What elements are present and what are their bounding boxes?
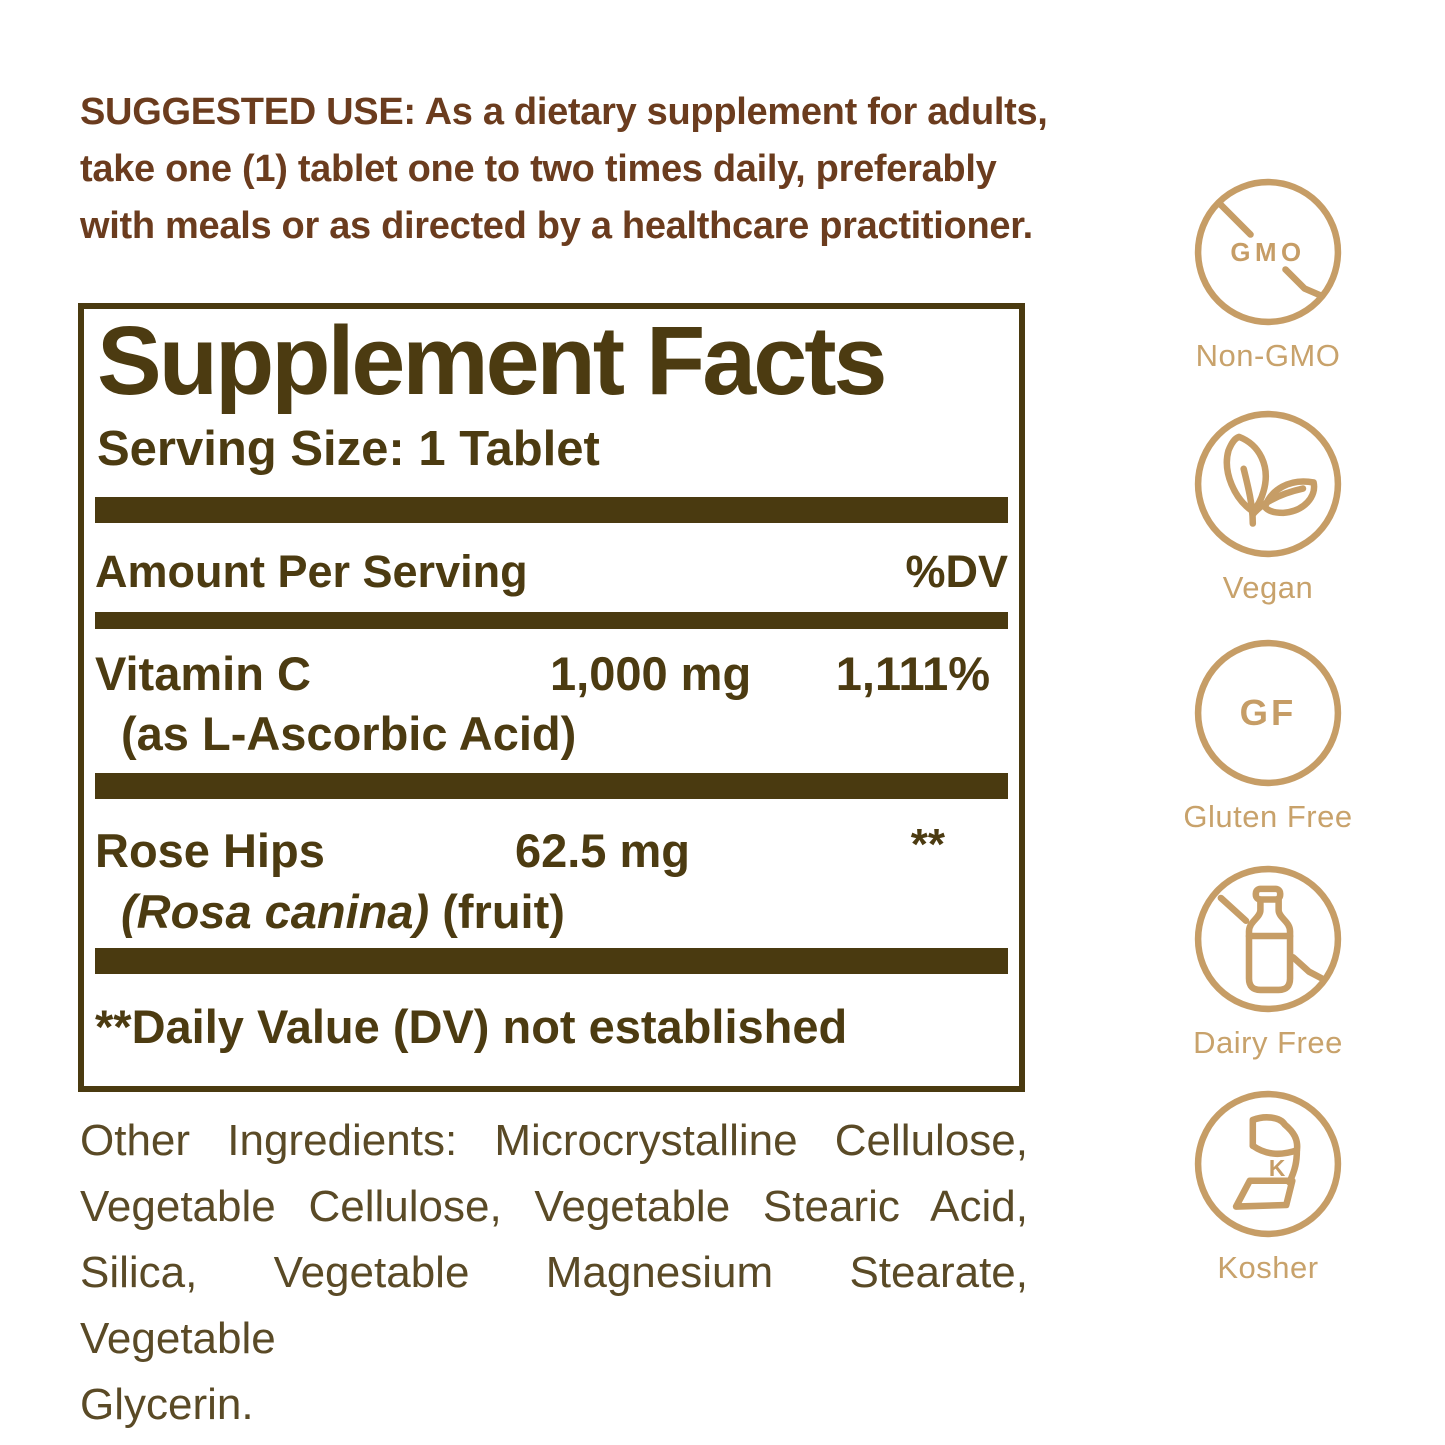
badge-label: Kosher	[1217, 1250, 1319, 1285]
nutrient-subtext-italic: (Rosa canina)	[121, 884, 430, 938]
non-gmo-icon: GMO	[1194, 178, 1342, 326]
badge-label: Vegan	[1222, 570, 1314, 605]
divider-bar	[95, 611, 1008, 629]
supplement-facts-title: Supplement Facts	[97, 306, 887, 415]
badge-vegan: Vegan	[1138, 408, 1398, 606]
kosher-parve-icon: K	[1194, 1090, 1342, 1238]
other-ingredients-line: Glycerin.	[80, 1380, 254, 1429]
badge-gluten-free: GF Gluten Free	[1138, 637, 1398, 835]
badge-label: Gluten Free	[1183, 799, 1353, 834]
serving-size: Serving Size: 1 Tablet	[97, 422, 600, 477]
svg-text:K: K	[1269, 1155, 1286, 1181]
nutrient-subtext: (as L-Ascorbic Acid)	[121, 708, 1008, 760]
suggested-use-line: SUGGESTED USE: As a dietary supplement f…	[80, 91, 1048, 133]
suggested-use-line: take one (1) tablet one to two times dai…	[80, 148, 997, 190]
divider-bar	[95, 948, 1008, 975]
nutrient-name: Vitamin C	[95, 646, 311, 700]
svg-text:GF: GF	[1240, 692, 1297, 733]
svg-text:GMO: GMO	[1230, 239, 1305, 267]
nutrient-subtext-plain: (fruit)	[429, 884, 565, 938]
badge-non-gmo: GMO Non-GMO	[1138, 176, 1398, 374]
nutrient-row-vitamin-c: Vitamin C 1,000 mg 1,111%	[95, 646, 1008, 700]
dairy-free-milk-bottle-icon	[1194, 865, 1342, 1013]
other-ingredients-line: Silica, Vegetable Magnesium Stearate, Ve…	[80, 1248, 1028, 1363]
divider-bar	[95, 772, 1008, 799]
badge-label: Dairy Free	[1193, 1025, 1343, 1060]
badge-kosher: K Kosher	[1138, 1088, 1398, 1286]
nutrient-dv: **	[910, 819, 945, 869]
nutrient-amount: 1,000 mg	[550, 646, 752, 700]
percent-dv-header: %DV	[905, 546, 1008, 598]
nutrient-amount: 62.5 mg	[514, 823, 690, 877]
gluten-free-icon: GF	[1194, 639, 1342, 787]
badge-label: Non-GMO	[1195, 338, 1341, 373]
badge-dairy-free: Dairy Free	[1138, 863, 1398, 1061]
facts-header-row: Amount Per Serving %DV	[95, 547, 1008, 597]
amount-per-serving-header: Amount Per Serving	[95, 546, 528, 598]
divider-bar	[95, 497, 1008, 524]
other-ingredients-text: Other Ingredients: Microcrystalline Cell…	[80, 1108, 1028, 1438]
supplement-facts-panel: Supplement Facts Serving Size: 1 Tablet …	[78, 303, 1025, 1092]
suggested-use-text: SUGGESTED USE: As a dietary supplement f…	[80, 84, 1150, 255]
nutrient-row-rose-hips: Rose Hips 62.5 mg **	[95, 820, 1008, 877]
nutrient-subtext: (Rosa canina) (fruit)	[121, 884, 1008, 938]
vegan-leaves-icon	[1194, 410, 1342, 558]
other-ingredients-line: Other Ingredients: Microcrystalline Cell…	[80, 1116, 1028, 1165]
suggested-use-line: with meals or as directed by a healthcar…	[80, 205, 1033, 247]
daily-value-footnote: **Daily Value (DV) not established	[95, 1000, 848, 1054]
nutrient-subtext-plain: (as L-Ascorbic Acid)	[121, 707, 577, 761]
other-ingredients-line: Vegetable Cellulose, Vegetable Stearic A…	[80, 1182, 1028, 1231]
nutrient-dv: 1,111%	[835, 646, 990, 700]
nutrient-name: Rose Hips	[95, 823, 325, 877]
